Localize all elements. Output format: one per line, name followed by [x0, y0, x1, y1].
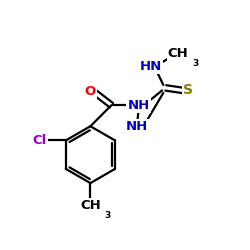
Text: Cl: Cl: [33, 134, 47, 147]
Text: 3: 3: [192, 59, 198, 68]
Text: S: S: [183, 84, 193, 98]
Text: 3: 3: [104, 211, 110, 220]
Text: NH: NH: [128, 99, 150, 112]
Text: NH: NH: [126, 120, 148, 133]
Text: HN: HN: [140, 60, 162, 74]
Text: O: O: [85, 85, 96, 98]
Text: CH: CH: [168, 47, 188, 60]
Text: CH: CH: [80, 199, 101, 212]
